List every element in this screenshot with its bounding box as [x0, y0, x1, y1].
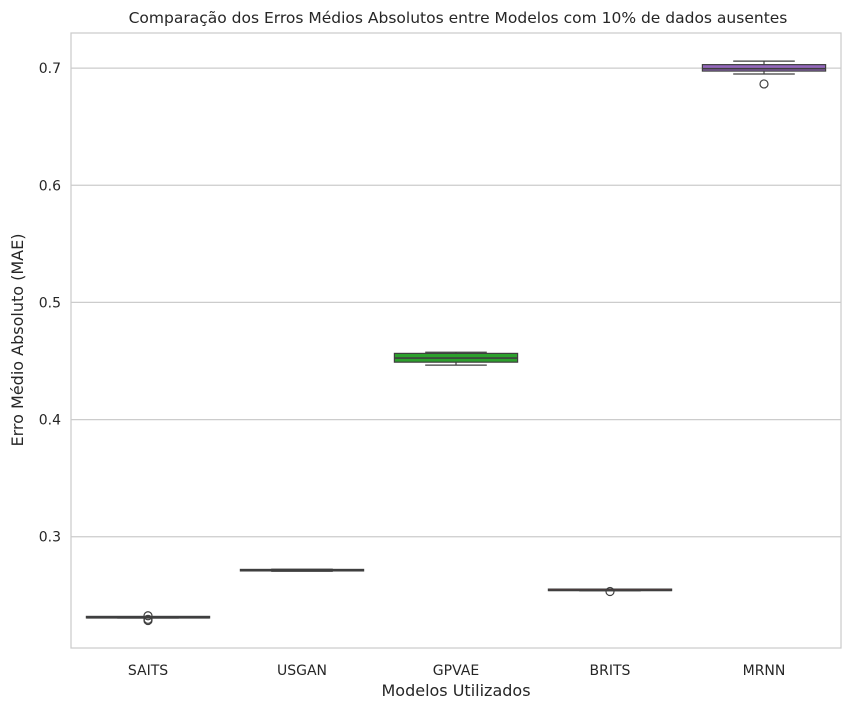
outlier-point: [759, 79, 769, 89]
plot-frame: [70, 32, 842, 649]
box-gpvae: [393, 351, 519, 366]
y-tick-labels: 0.3 0.4 0.5 0.6 0.7: [39, 61, 61, 546]
boxes: [85, 60, 827, 626]
y-tick-label: 0.7: [39, 61, 61, 77]
box-saits: [85, 611, 211, 626]
outlier-point: [143, 614, 153, 624]
x-tick-label: MRNN: [743, 663, 786, 679]
box-brits: [547, 586, 673, 597]
x-tick-label: BRITS: [590, 663, 631, 679]
outlier-point: [143, 611, 153, 621]
y-tick-label: 0.6: [39, 178, 61, 194]
y-tick-label: 0.4: [39, 413, 61, 429]
box-usgan: [239, 568, 365, 572]
x-tick-label: GPVAE: [433, 663, 479, 679]
x-tick-label: SAITS: [128, 663, 168, 679]
box-mrnn: [701, 60, 827, 89]
y-tick-label: 0.5: [39, 295, 61, 311]
outlier-point: [605, 586, 615, 597]
x-axis-label: Modelos Utilizados: [381, 681, 530, 700]
y-tick-label: 0.3: [39, 530, 61, 546]
grid-lines: [71, 67, 841, 538]
chart-title: Comparação dos Erros Médios Absolutos en…: [129, 9, 788, 27]
y-axis-label: Erro Médio Absoluto (MAE): [8, 234, 27, 447]
x-tick-labels: SAITS USGAN GPVAE BRITS MRNN: [128, 663, 786, 679]
box-body: [701, 64, 827, 72]
x-tick-label: USGAN: [277, 663, 327, 679]
